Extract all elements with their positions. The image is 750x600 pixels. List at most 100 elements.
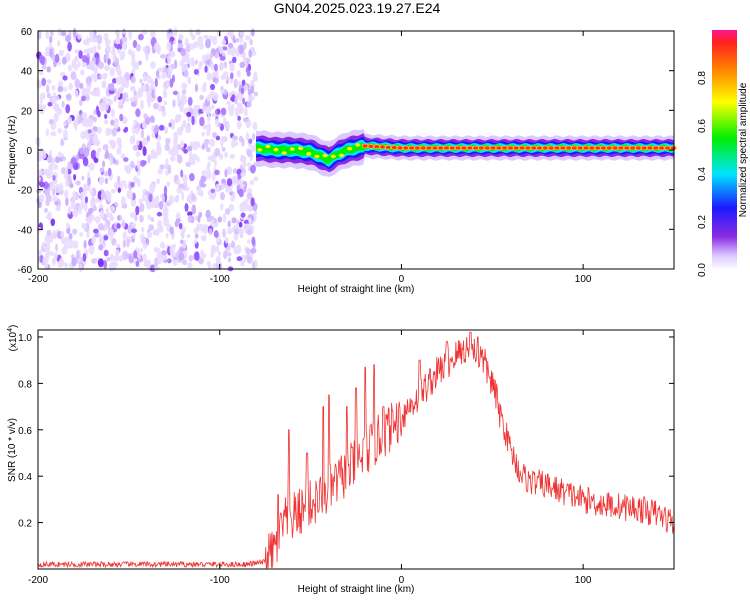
spectrogram-noise-cell	[37, 169, 43, 176]
spectrogram-ridge-peak-core	[484, 146, 490, 150]
spectrogram-ridge-peak-core	[461, 146, 467, 150]
spectrogram-noise-cell	[236, 37, 240, 43]
spectrogram-noise-cell	[63, 120, 67, 127]
spectrogram-noise-cell	[73, 174, 77, 181]
spectrogram-noise-cell	[122, 239, 127, 249]
spectrogram-noise-cell	[115, 36, 121, 45]
spectrogram-noise-cell	[195, 59, 199, 65]
spectrogram-noise-cell	[90, 60, 96, 70]
spectrogram-ridge-peak	[314, 154, 320, 159]
spectrogram-noise-cell	[116, 43, 123, 51]
spectrogram-noise-cell	[239, 31, 245, 37]
spectrogram-noise-cell	[225, 208, 231, 215]
colorbar: 0.0 0.2 0.4 0.6 0.8 Normalized spectral ampl…	[697, 30, 749, 277]
spectrogram-ridge-peak-core	[368, 144, 374, 148]
spectrogram-noise-cell	[103, 235, 109, 241]
spectrogram-noise-cell	[46, 84, 50, 94]
spectrogram-noise-cell	[93, 205, 97, 212]
spectrogram-noise-cell	[178, 183, 184, 189]
spectrogram-noise-cell	[52, 188, 56, 196]
spectrogram-noise-cell	[201, 224, 205, 233]
spectrogram-noise-cell	[221, 39, 227, 46]
spectrogram-noise-cell	[236, 120, 242, 130]
spectrogram-y-tick-label: 0	[26, 146, 32, 157]
spectrogram-noise-cell	[246, 149, 252, 158]
spectrogram-noise-cell	[161, 194, 166, 203]
spectrogram-noise-cell	[149, 30, 155, 37]
spectrogram-noise-cell	[109, 215, 115, 222]
spectrogram-ridge-peak-core	[630, 146, 635, 150]
spectrogram-noise-cell	[219, 55, 226, 61]
spectrogram-noise-cell	[37, 29, 42, 40]
spectrogram-noise-cell	[96, 44, 102, 51]
spectrogram-noise-cell	[128, 30, 133, 40]
spectrogram-noise-cell	[99, 176, 105, 184]
spectrogram-noise-cell	[236, 256, 243, 262]
spectrogram-ridge-peak-core	[647, 146, 653, 150]
spectrogram-noise-cell	[178, 33, 184, 41]
spectrogram-noise-cell	[67, 41, 72, 52]
spectrogram-noise-cell	[122, 41, 128, 51]
spectrogram-noise-cell	[176, 187, 183, 194]
spectrogram-noise-cell	[172, 74, 175, 83]
spectrogram-noise-cell	[214, 147, 221, 157]
spectrogram-noise-cell	[238, 188, 244, 198]
spectrogram-noise-cell	[94, 216, 101, 224]
spectrogram-ridge-peak-core	[380, 145, 385, 149]
spectrogram-noise-cell	[75, 154, 80, 162]
spectrogram-y-tick-label: 40	[21, 67, 33, 78]
spectrogram-noise-cell	[93, 66, 98, 75]
spectrogram-noise-cell	[212, 77, 218, 83]
spectrogram-noise-cell	[117, 48, 122, 55]
spectrogram-noise-cell	[175, 218, 181, 224]
spectrogram-noise-cell	[200, 175, 206, 183]
spectrogram-noise-cell	[226, 100, 231, 106]
colorbar-tick-label: 0.6	[697, 119, 708, 133]
spectrogram-noise-cell	[206, 94, 211, 102]
spectrogram-noise-cell	[179, 102, 184, 113]
spectrogram-noise-cell	[79, 231, 84, 237]
spectrogram-noise-cell	[130, 86, 135, 92]
spectrogram-noise-cell	[157, 96, 163, 103]
spectrogram-noise-cell	[245, 35, 251, 41]
spectrogram-noise-cell	[214, 169, 220, 176]
snr-x-tick-label: 100	[575, 575, 592, 586]
spectrogram-noise-cell	[217, 251, 222, 256]
spectrogram-noise-cell	[78, 114, 82, 124]
snr-multiplier: (x104)	[7, 325, 19, 352]
spectrogram-noise-cell	[230, 195, 234, 202]
spectrogram-noise-cell	[112, 78, 117, 84]
spectrogram-noise-cell	[187, 115, 191, 123]
spectrogram-noise-cell	[116, 137, 122, 146]
spectrogram-noise-cell	[45, 128, 49, 137]
spectrogram-ridge-peak-core	[636, 146, 641, 150]
spectrogram-noise-cell	[156, 211, 163, 217]
spectrogram-noise-cell	[219, 62, 225, 70]
snr-x-tick-label: -200	[28, 575, 48, 586]
snr-multiplier-base: (x10	[8, 331, 19, 351]
spectrogram-noise-cell	[118, 100, 123, 107]
spectrogram-noise-cell	[215, 135, 221, 141]
spectrogram-noise-cell	[97, 190, 102, 201]
spectrogram-noise-cell	[159, 164, 165, 170]
spectrogram-noise-cell	[220, 107, 227, 116]
spectrogram-noise-cell	[178, 222, 183, 230]
spectrogram-noise-cell	[48, 234, 54, 243]
spectrogram-noise-cell	[217, 108, 221, 115]
spectrogram-noise-cell	[169, 244, 175, 255]
spectrogram-noise-cell	[140, 237, 147, 244]
spectrogram-noise-cell	[83, 240, 87, 249]
spectrogram-noise-cell	[253, 176, 259, 182]
spectrogram-noise-cell	[111, 108, 115, 118]
spectrogram-noise-cell	[209, 215, 215, 221]
spectrogram-noise-cell	[249, 95, 255, 101]
spectrogram-noise-cell	[137, 88, 143, 98]
spectrogram-noise-cell	[213, 218, 217, 224]
spectrogram-noise-cell	[202, 124, 208, 130]
spectrogram-noise-cell	[93, 157, 99, 164]
spectrogram-noise-cell	[60, 261, 66, 267]
spectrogram-noise-cell	[141, 226, 145, 233]
spectrogram-noise-cell	[83, 118, 90, 128]
spectrogram-noise-cell	[74, 49, 80, 54]
spectrogram-ridge-peak-core	[449, 146, 455, 150]
